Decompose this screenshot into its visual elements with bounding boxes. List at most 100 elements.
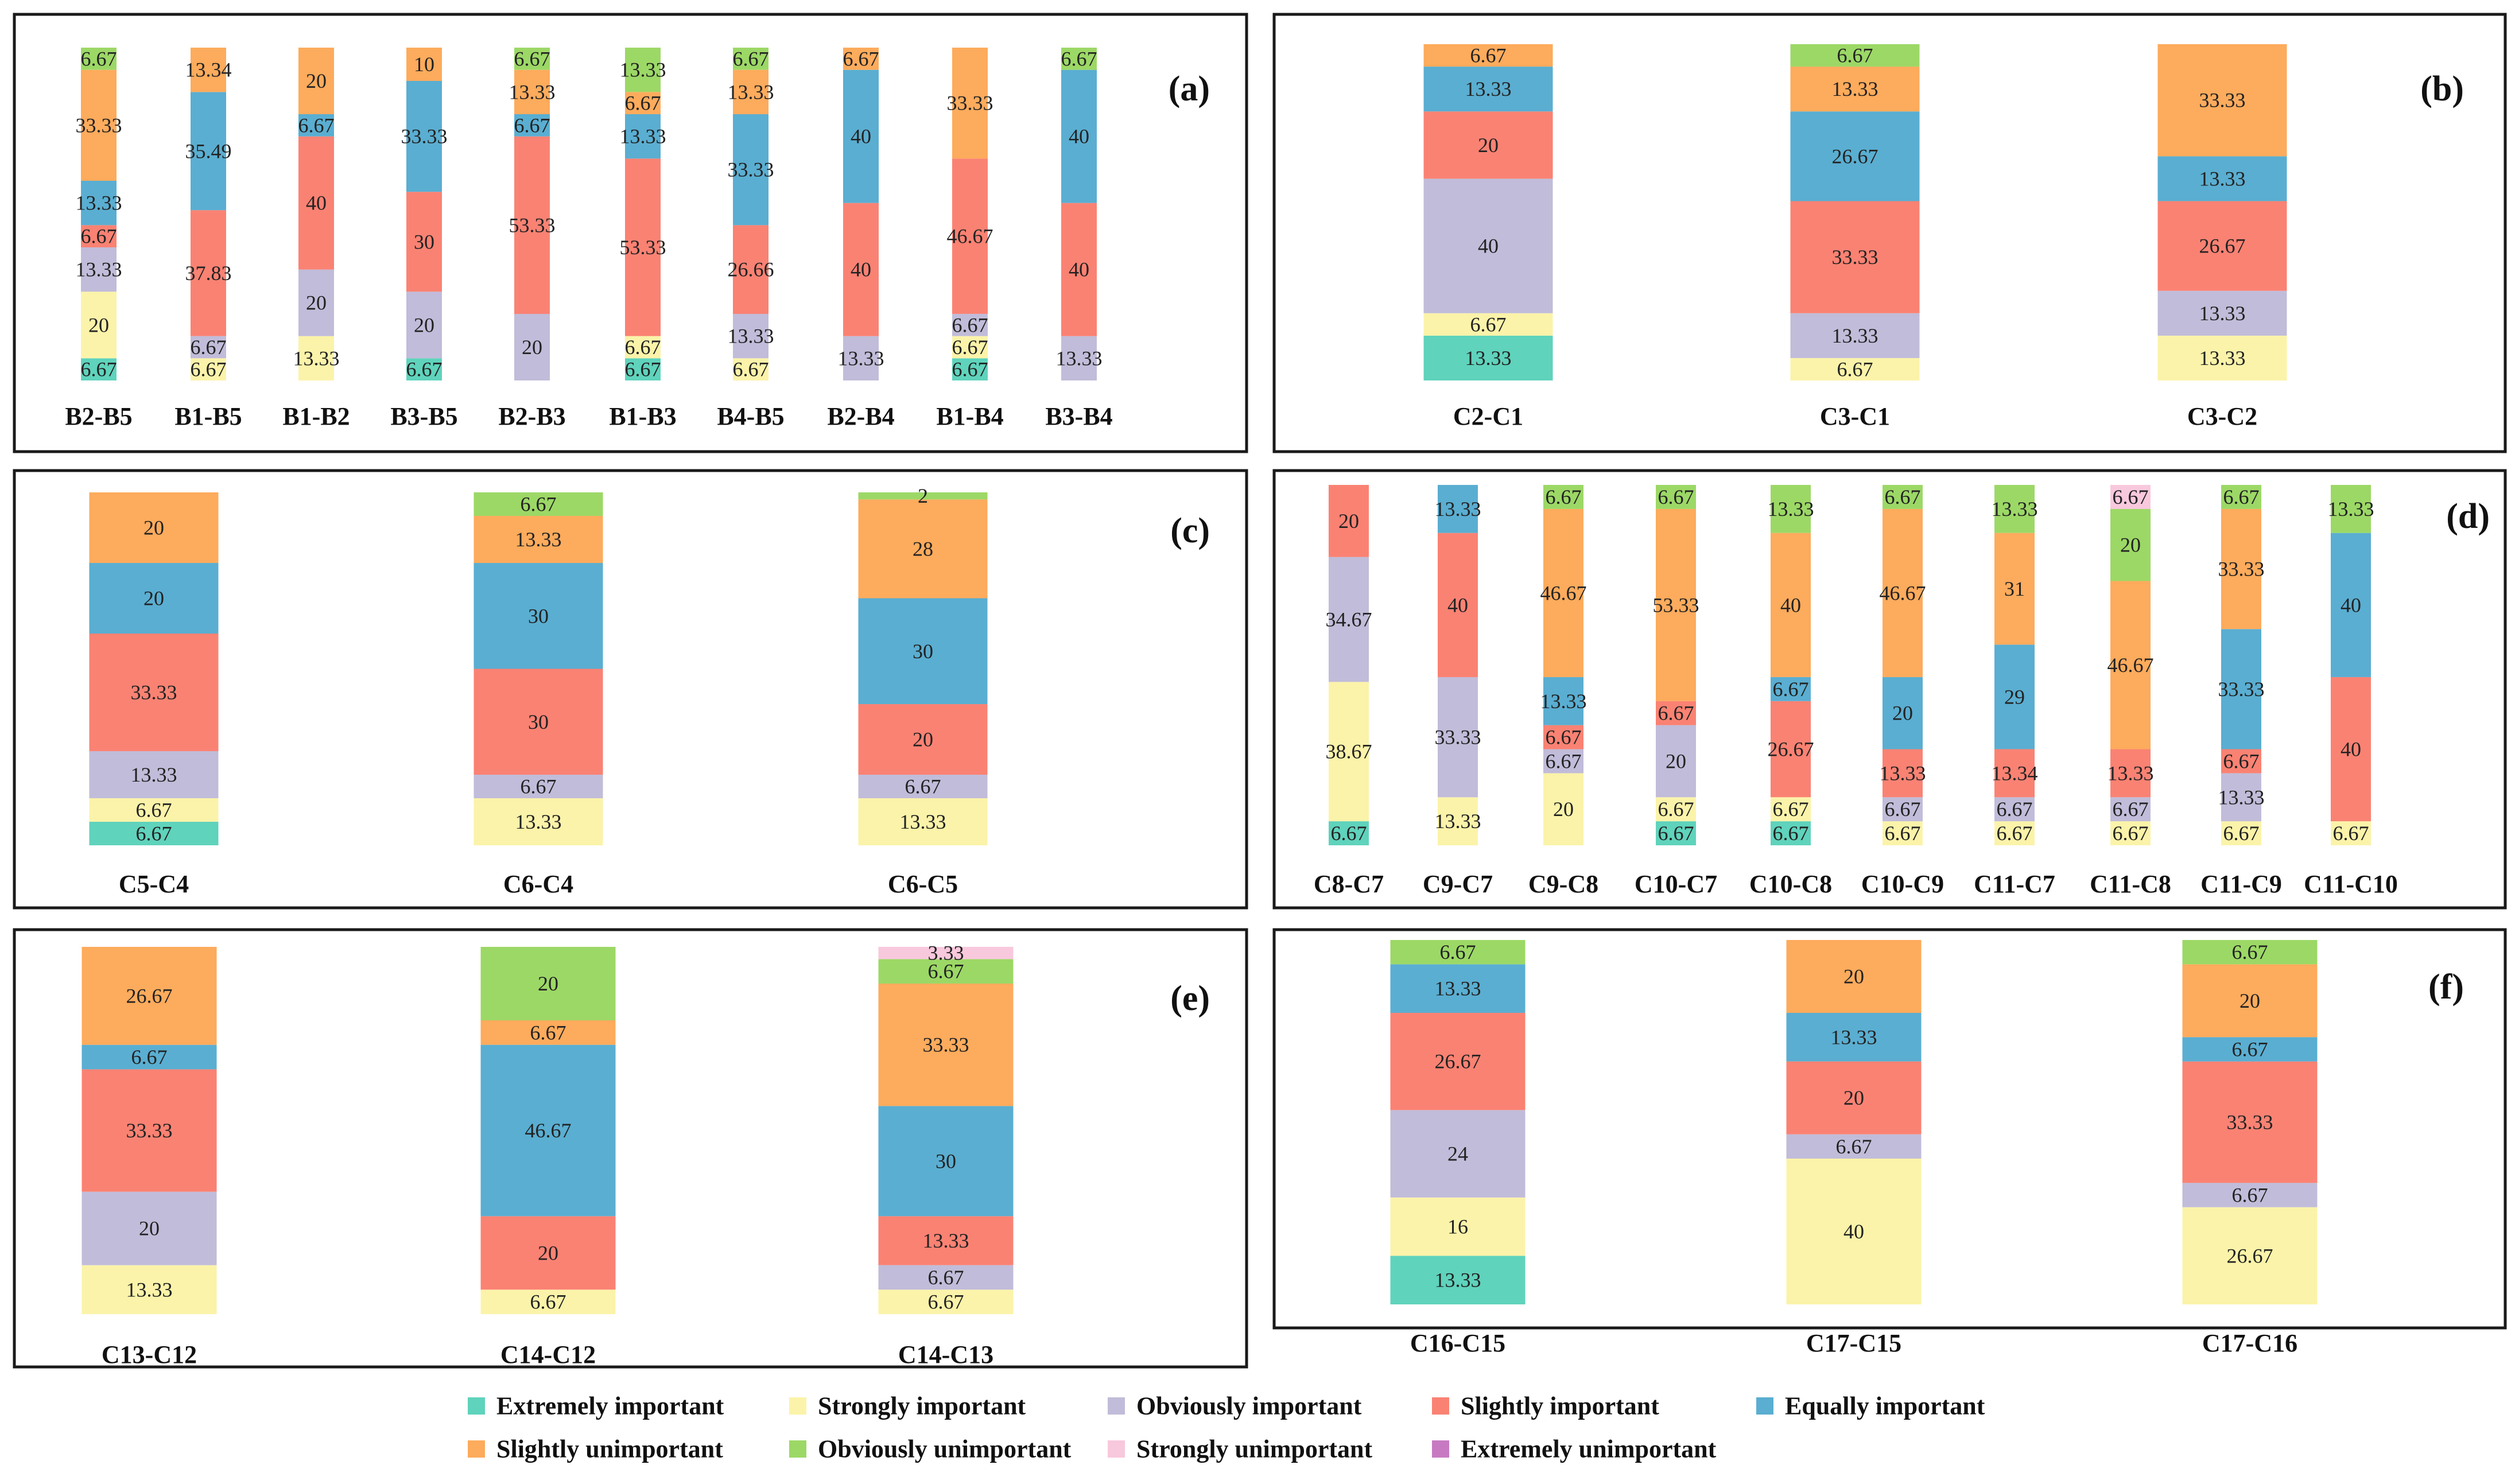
bar-segment-obviously-important bbox=[1329, 557, 1369, 682]
panel-e: 13.332033.336.6726.67C13-C126.672046.676… bbox=[13, 928, 1248, 1369]
legend-item-slightly-important: Slightly important bbox=[1432, 1392, 1659, 1420]
bar-segment-extremely-important bbox=[1329, 821, 1369, 845]
bar-segment-obviously-important bbox=[843, 336, 879, 380]
bar-segment-slightly-important bbox=[625, 158, 661, 336]
bar-segment-extremely-important bbox=[81, 358, 117, 380]
bar-segment-slightly-unimportant bbox=[81, 947, 217, 1045]
bar-segment-slightly-important bbox=[480, 1216, 616, 1290]
legend-swatch bbox=[1108, 1397, 1125, 1415]
data-label: 6.67 bbox=[1658, 798, 1694, 821]
bar-segment-slightly-unimportant bbox=[1771, 533, 1811, 677]
bar-segment-slightly-unimportant bbox=[2110, 581, 2151, 749]
bar-b2-b5: 6.67 20 13.33 6.67 13.33 33.33 6.67 bbox=[76, 47, 122, 380]
data-label: 6.67 bbox=[1470, 44, 1507, 67]
bar-segment-slightly-important bbox=[89, 634, 219, 751]
bar-segment-slightly-unimportant bbox=[1656, 508, 1696, 701]
bar-segment-slightly-unimportant bbox=[298, 48, 334, 114]
bar-c8-c7: 6.67 38.67 34.67 20 bbox=[1326, 485, 1372, 845]
category-label: B2-B3 bbox=[498, 402, 565, 430]
data-label: 6.67 bbox=[2333, 822, 2369, 845]
bar-segment-slightly-unimportant bbox=[878, 984, 1014, 1106]
bar-segment-obviously-unimportant bbox=[2331, 485, 2371, 533]
data-label: 6.67 bbox=[521, 493, 557, 516]
legend-label: Equally important bbox=[1785, 1392, 1985, 1420]
bar-segment-extremely-important bbox=[1390, 1256, 1526, 1304]
data-label: 35.49 bbox=[185, 139, 232, 162]
data-label: 6.67 bbox=[1440, 941, 1476, 964]
data-label: 13.33 bbox=[2218, 786, 2265, 809]
category-label: B1-B2 bbox=[282, 402, 350, 430]
data-label: 33.33 bbox=[2218, 558, 2265, 581]
data-label: 6.67 bbox=[81, 225, 117, 248]
data-label: 20 bbox=[538, 1241, 558, 1264]
legend-swatch bbox=[789, 1440, 806, 1458]
bar-segment-obviously-important bbox=[298, 269, 334, 336]
data-label: 26.67 bbox=[2199, 235, 2246, 258]
legend-swatch bbox=[1108, 1440, 1125, 1458]
data-label: 13.34 bbox=[185, 59, 232, 81]
bar-segment-obviously-important bbox=[878, 1265, 1014, 1290]
bar-segment-equally-important bbox=[2182, 1037, 2318, 1062]
bar-segment-obviously-unimportant bbox=[1656, 485, 1696, 509]
bar-segment-strongly-important bbox=[89, 798, 219, 822]
data-label: 6.67 bbox=[530, 1291, 566, 1314]
data-label: 13.33 bbox=[1992, 498, 2038, 520]
bar-segment-slightly-unimportant bbox=[2182, 964, 2318, 1038]
panel-label: (d) bbox=[2446, 497, 2490, 536]
bar-segment-equally-important bbox=[89, 563, 219, 634]
category-label: C17-C15 bbox=[1806, 1329, 1901, 1357]
data-label: 6.67 bbox=[1997, 822, 2033, 845]
legend-item-obviously-unimportant: Obviously unimportant bbox=[789, 1435, 1072, 1463]
data-label: 6.67 bbox=[2113, 798, 2149, 821]
data-label: 20 bbox=[1338, 510, 1359, 533]
data-label: 33.33 bbox=[401, 125, 448, 148]
bar-segment-obviously-important bbox=[952, 313, 988, 336]
data-label: 6.67 bbox=[1470, 313, 1507, 336]
bar-segment-obviously-unimportant bbox=[733, 48, 768, 70]
bar-segment-strongly-important bbox=[1771, 797, 1811, 822]
data-label: 6.67 bbox=[2232, 1038, 2268, 1061]
data-label: 6.67 bbox=[81, 358, 117, 381]
bar-segment-obviously-important bbox=[514, 314, 550, 380]
data-label: 28 bbox=[913, 537, 933, 560]
data-label: 6.67 bbox=[1837, 44, 1873, 67]
bar-segment-strongly-important bbox=[1438, 797, 1478, 845]
bar-segment-equally-important bbox=[191, 92, 226, 211]
data-label: 6.67 bbox=[625, 336, 661, 359]
data-label: 6.67 bbox=[1773, 798, 1809, 821]
data-label: 13.33 bbox=[131, 763, 177, 786]
bar-c17-c16: 26.67 6.67 33.33 6.67 20 6.67 bbox=[2182, 940, 2318, 1304]
data-label: 13.33 bbox=[515, 528, 562, 551]
data-label: 16 bbox=[1447, 1215, 1468, 1238]
bar-segment-equally-important bbox=[406, 81, 442, 192]
data-label: 33.33 bbox=[2199, 89, 2246, 112]
data-label: 6.67 bbox=[1885, 485, 1921, 508]
panel-d: 6.67 38.67 34.67 20 C8-C7 13.33 33.33 40 13.33 C9… bbox=[1272, 469, 2507, 910]
data-label: 40 bbox=[851, 258, 871, 281]
category-label: C9-C7 bbox=[1423, 870, 1493, 898]
bar-segment-equally-important bbox=[480, 1044, 616, 1217]
panel-label: (c) bbox=[1170, 511, 1210, 550]
panel-label: (b) bbox=[2420, 69, 2464, 108]
bar-segment-slightly-important bbox=[1883, 749, 1923, 798]
data-label: 6.67 bbox=[1773, 822, 1809, 845]
data-label: 20 bbox=[2239, 989, 2260, 1012]
data-label: 20 bbox=[1892, 702, 1913, 725]
data-label: 20 bbox=[1478, 134, 1499, 157]
data-label: 38.67 bbox=[1326, 740, 1372, 763]
bar-c6-c5: 13.33 6.67 20 30 28 2 bbox=[858, 484, 988, 845]
bar-c16-c15: 13.33 16 24 26.67 13.33 6.67 bbox=[1390, 940, 1526, 1304]
bar-segment-equally-important bbox=[843, 69, 879, 203]
bar-segment-slightly-unimportant bbox=[1543, 508, 1583, 677]
data-label: 6.67 bbox=[1546, 749, 1582, 772]
legend-label: Obviously unimportant bbox=[818, 1435, 1072, 1463]
data-label: 13.33 bbox=[1435, 498, 1481, 520]
category-label: C3-C2 bbox=[2187, 402, 2257, 430]
bar-segment-slightly-unimportant bbox=[733, 69, 768, 115]
data-label: 6.67 bbox=[191, 336, 227, 359]
data-label: 40 bbox=[306, 192, 327, 215]
bar-segment-slightly-unimportant bbox=[1423, 44, 1553, 67]
bar-b2-b4: 13.33 40 40 6.67 bbox=[838, 47, 884, 380]
bar-segment-equally-important bbox=[1790, 111, 1920, 201]
category-label: B2-B5 bbox=[65, 402, 132, 430]
